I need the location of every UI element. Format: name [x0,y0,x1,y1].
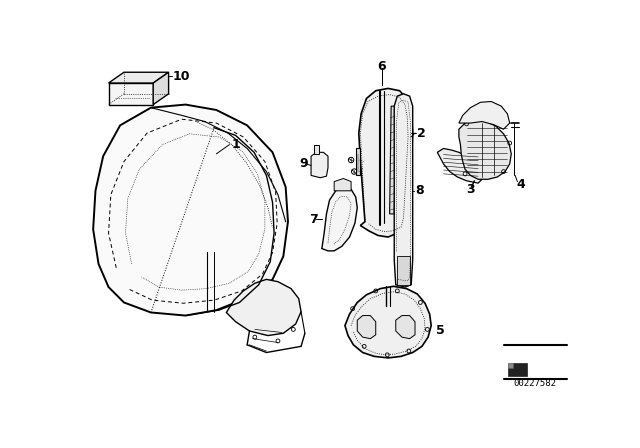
Polygon shape [153,72,168,104]
Polygon shape [311,152,328,178]
Polygon shape [227,280,301,336]
Polygon shape [322,187,357,251]
Polygon shape [394,94,413,287]
Polygon shape [345,286,431,358]
Polygon shape [437,148,482,183]
Text: 5: 5 [436,324,445,337]
Text: 10: 10 [172,69,190,82]
Text: 9: 9 [300,157,308,170]
Text: 00227582: 00227582 [514,379,557,388]
Polygon shape [508,362,527,375]
Polygon shape [359,88,413,237]
Polygon shape [109,83,153,104]
Polygon shape [459,102,509,129]
Polygon shape [356,148,360,176]
Text: 3: 3 [467,183,476,196]
Polygon shape [459,120,511,179]
Polygon shape [508,362,513,368]
Polygon shape [357,315,376,339]
Polygon shape [314,145,319,154]
Polygon shape [396,315,415,339]
Text: 1: 1 [232,138,241,151]
Text: 6: 6 [378,60,386,73]
Text: 8: 8 [415,184,424,197]
Polygon shape [93,104,288,315]
Text: 7: 7 [310,213,318,226]
Text: 2: 2 [417,127,426,140]
Polygon shape [109,72,168,83]
Text: 4: 4 [516,178,525,191]
Polygon shape [397,256,410,285]
Polygon shape [334,178,351,191]
Polygon shape [390,106,396,214]
